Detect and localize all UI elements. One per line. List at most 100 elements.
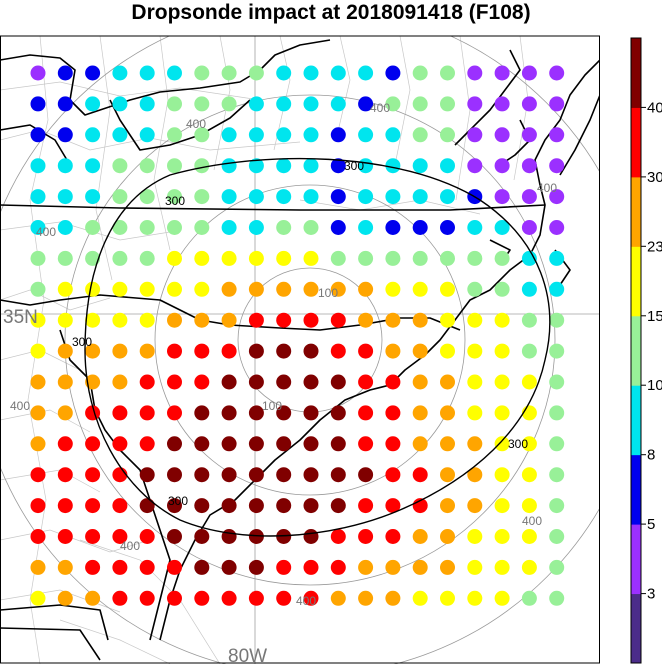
impact-dot (494, 281, 510, 297)
impact-dot (276, 127, 292, 143)
impact-dot (30, 343, 46, 359)
impact-dot (358, 529, 374, 544)
colorbar-label: 10 (647, 377, 662, 394)
impact-dot (167, 189, 182, 205)
impact-dot (358, 374, 374, 390)
impact-dot (385, 312, 401, 328)
impact-dot (521, 96, 537, 112)
impact-dot (440, 250, 455, 266)
impact-dot (30, 127, 46, 143)
impact-dot (549, 343, 565, 359)
impact-dot (549, 312, 565, 328)
impact-dot (276, 498, 292, 514)
impact-dot (139, 220, 155, 235)
impact-dot (112, 281, 128, 297)
impact-dot (440, 158, 455, 174)
impact-dot (549, 467, 565, 483)
impact-dot (112, 343, 128, 359)
impact-dot (549, 529, 565, 544)
impact-dot (85, 189, 101, 205)
impact-dot (303, 220, 319, 235)
impact-dot (303, 343, 319, 359)
impact-dot (467, 343, 483, 359)
impact-dot (303, 405, 319, 421)
impact-dot (112, 189, 128, 205)
impact-dot (358, 127, 374, 143)
impact-dot (549, 405, 565, 421)
impact-dot (467, 374, 483, 390)
impact-dot (549, 374, 565, 390)
impact-dot (57, 96, 73, 112)
impact-dot (494, 65, 510, 81)
impact-dot (358, 405, 374, 421)
impact-dot (330, 343, 346, 359)
impact-dot (440, 65, 455, 81)
impact-dot (221, 405, 237, 421)
impact-dot (57, 189, 73, 205)
impact-dot (112, 405, 128, 421)
impact-dot (194, 436, 210, 452)
impact-dot (521, 127, 537, 143)
ring-label-7: 300 (508, 437, 528, 451)
colorbar-segment (631, 176, 641, 247)
impact-dot (276, 250, 292, 266)
impact-dot (276, 189, 292, 205)
impact-dot (194, 281, 210, 297)
impact-dot (194, 374, 210, 390)
impact-dot (57, 374, 73, 390)
impact-dot (276, 529, 292, 544)
impact-dot (167, 436, 182, 452)
impact-dot (57, 590, 73, 606)
impact-dot (276, 96, 292, 112)
impact-dot (385, 281, 401, 297)
ring-label-9: 400 (370, 101, 390, 115)
impact-dot (358, 436, 374, 452)
contours (84, 157, 551, 537)
impact-dot (194, 498, 210, 514)
colorbar-label: 3 (647, 586, 655, 603)
impact-dot (303, 498, 319, 514)
impact-dot (85, 436, 101, 452)
impact-dot (358, 96, 374, 112)
colorbar-segment (631, 315, 641, 386)
impact-dot (248, 498, 264, 514)
impact-dot (248, 96, 264, 112)
impact-dot (358, 559, 374, 575)
impact-dot (412, 436, 428, 452)
impact-dot (521, 467, 537, 483)
impact-dot (358, 498, 374, 514)
impact-dot (412, 343, 428, 359)
impact-dot (412, 374, 428, 390)
impact-dot (330, 250, 346, 266)
impact-dot (521, 436, 537, 452)
impact-dot (358, 65, 374, 81)
colorbar-label: 23 (647, 238, 662, 255)
colorbar-segment (631, 385, 641, 456)
impact-dot (385, 498, 401, 514)
impact-dot (85, 559, 101, 575)
impact-dot (385, 189, 401, 205)
impact-dot (494, 374, 510, 390)
colorbar-segment (631, 593, 641, 664)
impact-dot (139, 436, 155, 452)
impact-dot (303, 189, 319, 205)
colorbar-label: 30 (647, 169, 662, 186)
impact-dot (221, 467, 237, 483)
ring-label-13: 400 (296, 594, 316, 608)
impact-dot (494, 467, 510, 483)
impact-dot (139, 127, 155, 143)
impact-dot (358, 189, 374, 205)
impact-dot (303, 312, 319, 328)
impact-dot (30, 189, 46, 205)
impact-dot (385, 467, 401, 483)
impact-dot (494, 127, 510, 143)
impact-dot (330, 529, 346, 544)
impact-dot (385, 158, 401, 174)
impact-dot (57, 158, 73, 174)
impact-dot (57, 65, 73, 81)
impact-dot (167, 96, 182, 112)
impact-dot (112, 158, 128, 174)
impact-dot (494, 559, 510, 575)
impact-dot (276, 405, 292, 421)
impact-dot (139, 590, 155, 606)
